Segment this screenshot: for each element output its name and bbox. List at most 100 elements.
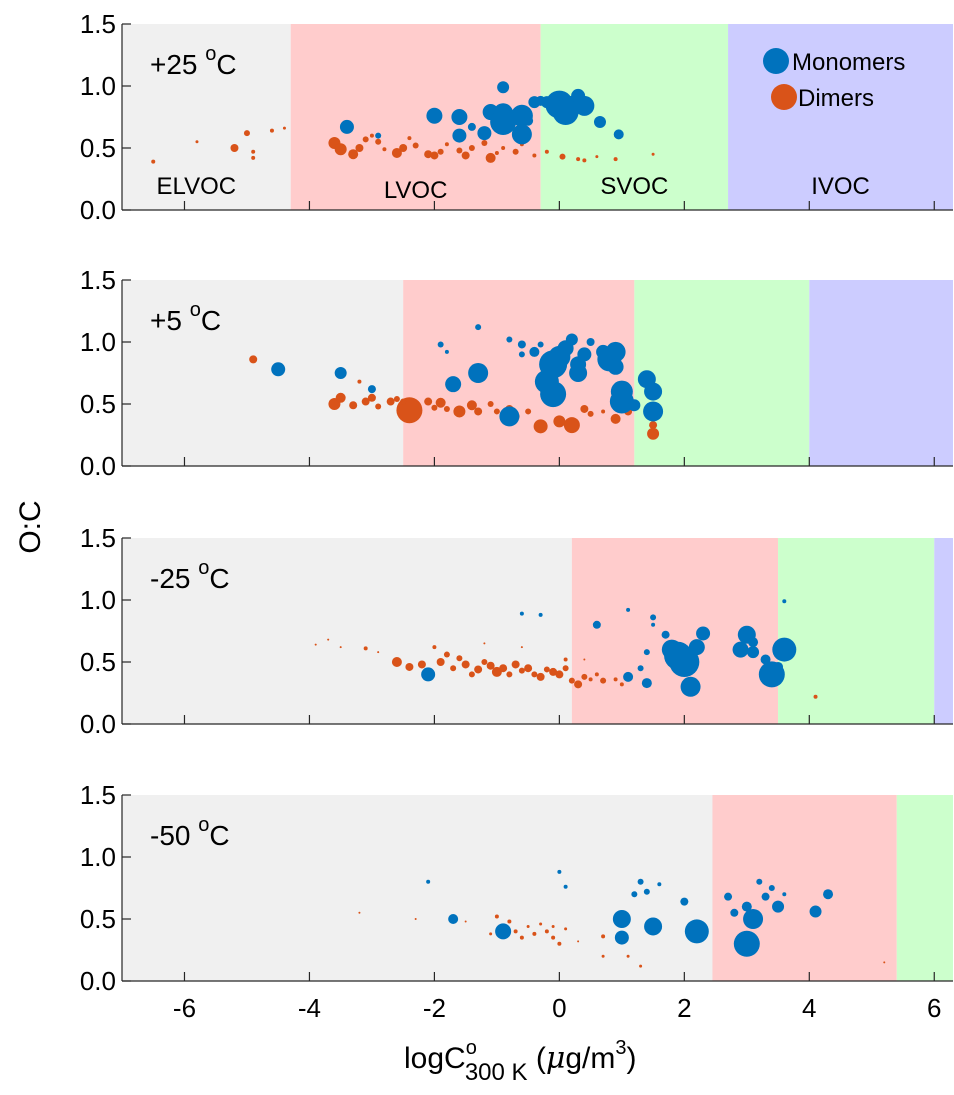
dimer-point xyxy=(813,694,818,699)
dimer-point xyxy=(339,646,342,649)
dimer-point xyxy=(269,128,274,133)
temperature-degree: o xyxy=(190,299,201,321)
panel-1: ELVOC LVOC SVOC IVOC 0.0 0.5 1.0 1.5 +25 oC xyxy=(80,9,953,225)
series-dimers xyxy=(249,355,660,440)
band-elvoc xyxy=(122,24,291,210)
monomer-point xyxy=(628,399,641,412)
band-lvoc xyxy=(403,280,635,466)
monomer-point xyxy=(518,351,525,358)
dimer-point xyxy=(369,133,374,138)
monomer-point xyxy=(743,909,764,929)
dimer-point xyxy=(195,140,199,144)
x-tick-label: 2 xyxy=(677,993,691,1023)
temperature-value: +25 xyxy=(150,49,205,80)
dimer-point xyxy=(518,667,525,674)
x-tick-label: 6 xyxy=(927,993,941,1023)
dimer-point xyxy=(251,155,256,160)
dimer-point xyxy=(487,401,494,407)
dimer-point xyxy=(151,159,156,164)
monomer-point xyxy=(612,910,631,928)
dimer-point xyxy=(506,671,513,678)
dimer-point xyxy=(443,405,450,412)
dimer-point xyxy=(407,136,412,141)
monomer-point xyxy=(643,401,664,422)
dimer-point xyxy=(551,935,556,940)
x-tick-label: 4 xyxy=(802,993,816,1023)
panel-temperature-label: -50 oC xyxy=(150,814,230,851)
dimer-point xyxy=(513,929,518,934)
monomer-point xyxy=(782,892,787,897)
temperature-degree: o xyxy=(205,43,216,65)
monomer-point xyxy=(696,626,711,641)
monomer-point xyxy=(614,930,629,945)
temperature-degree: o xyxy=(198,814,209,836)
temperature-value: -50 xyxy=(150,820,198,851)
monomer-point xyxy=(607,358,624,375)
dimer-point xyxy=(576,157,581,162)
dimer-point xyxy=(595,155,599,159)
monomer-point xyxy=(613,129,624,140)
dimer-point xyxy=(414,918,417,920)
series-monomers xyxy=(271,324,664,427)
dimer-point xyxy=(594,672,599,677)
dimer-point xyxy=(485,152,496,163)
x-axis-label: logCo 300 K (μg/m3) xyxy=(404,1037,637,1086)
dimer-point xyxy=(651,152,655,156)
dimer-point xyxy=(251,149,256,154)
band-label-lvoc: LVOC xyxy=(384,177,448,204)
temperature-unit: C xyxy=(216,49,236,80)
monomer-point xyxy=(421,667,436,682)
temperature-degree: o xyxy=(198,557,209,579)
monomer-point xyxy=(669,647,700,677)
monomer-point xyxy=(688,639,705,656)
dimer-point xyxy=(883,961,886,964)
temperature-value: -25 xyxy=(150,563,198,594)
dimer-point xyxy=(327,638,330,641)
dimer-point xyxy=(405,662,414,671)
dimer-point xyxy=(531,671,538,678)
monomer-point xyxy=(626,607,631,612)
x-axis-label-unit-close: ) xyxy=(627,1042,637,1075)
dimer-point xyxy=(574,680,583,689)
x-axis-label-unit-open: ( xyxy=(528,1042,546,1075)
dimer-point xyxy=(230,144,239,152)
dimer-point xyxy=(539,922,543,926)
panel-4: 0.0 0.5 1.0 1.5 -6 -4 -2 0 2 4 6 -50 oC xyxy=(80,780,953,1023)
dimer-point xyxy=(511,660,520,669)
panel-2: 0.0 0.5 1.0 1.5 +5 oC xyxy=(80,265,953,481)
dimer-point xyxy=(361,397,370,406)
x-tick-label: -4 xyxy=(298,993,321,1023)
dimer-point xyxy=(243,130,250,137)
monomer-point xyxy=(823,889,834,900)
dimer-point xyxy=(314,643,317,646)
dimer-point xyxy=(424,397,433,406)
y-tick-label: 1.0 xyxy=(80,71,116,101)
monomer-point xyxy=(644,382,663,401)
monomer-point xyxy=(593,115,606,128)
dimer-point xyxy=(601,409,606,414)
legend: Monomers Dimers xyxy=(763,48,905,112)
dimer-point xyxy=(367,393,376,402)
dimer-point xyxy=(391,147,402,158)
dimer-point xyxy=(362,136,369,143)
series-dimers xyxy=(314,638,818,699)
monomer-point xyxy=(724,892,733,901)
band-ivoc xyxy=(934,538,953,724)
monomer-point xyxy=(680,676,701,697)
x-tick-label: 0 xyxy=(552,993,566,1023)
dimer-point xyxy=(456,147,463,154)
series-monomers xyxy=(421,599,797,697)
dimer-point xyxy=(249,355,258,364)
monomer-point xyxy=(651,622,656,627)
monomer-point xyxy=(631,891,638,898)
monomer-point xyxy=(733,930,760,957)
monomer-point xyxy=(437,341,444,348)
dimer-point xyxy=(499,664,508,673)
dimer-point xyxy=(582,158,587,163)
x-axis-label-sup: o xyxy=(466,1037,477,1059)
dimer-point xyxy=(386,397,395,406)
dimer-point xyxy=(562,665,569,672)
monomer-point xyxy=(565,333,578,346)
dimer-point xyxy=(450,665,457,672)
band-elvoc xyxy=(122,280,404,466)
